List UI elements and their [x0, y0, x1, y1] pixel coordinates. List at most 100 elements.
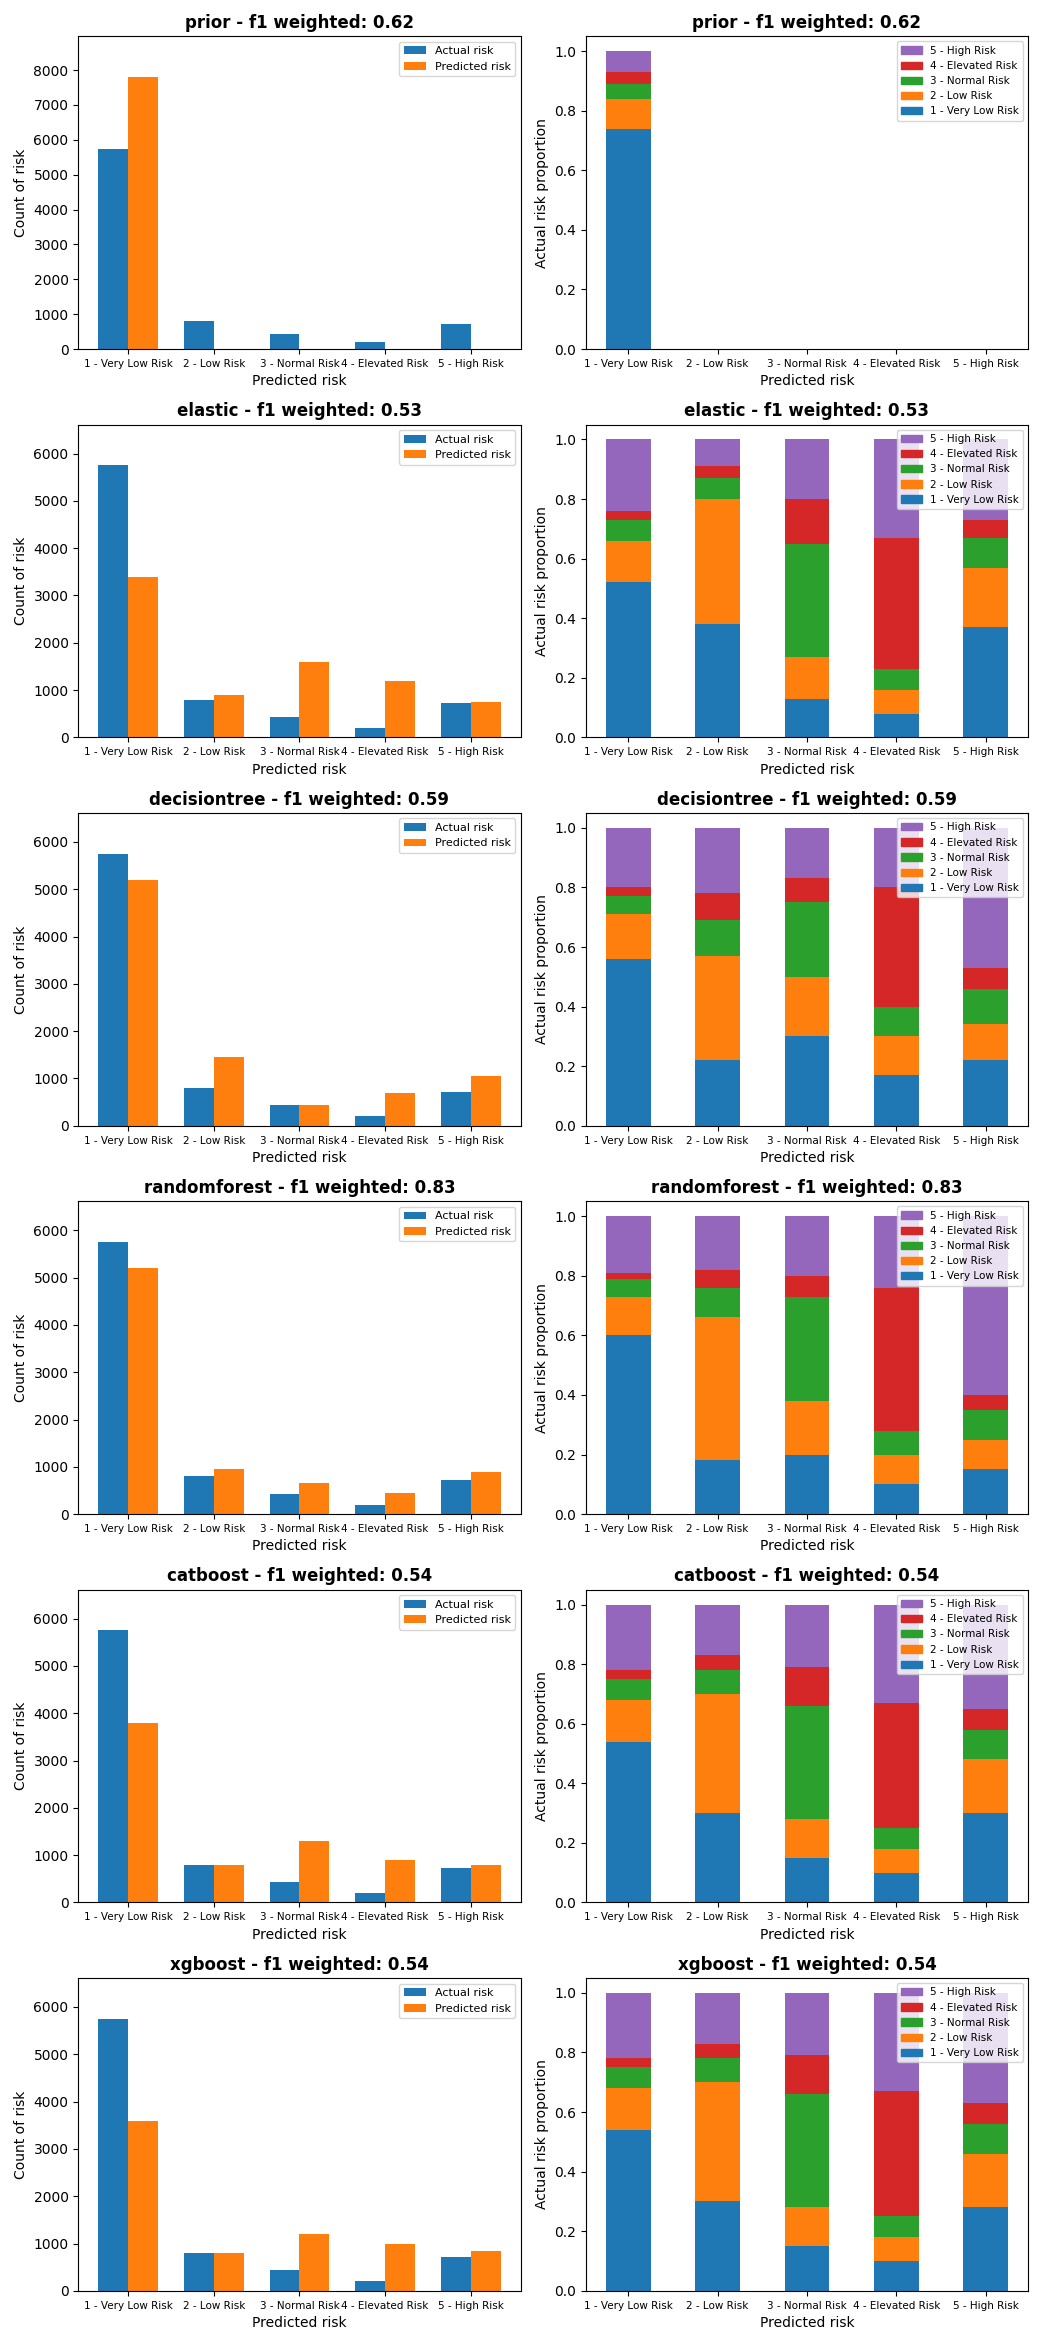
Bar: [384, 1493, 415, 1514]
Bar: [441, 2257, 471, 2290]
Bar: [785, 1275, 829, 1296]
Bar: [785, 2246, 829, 2290]
Bar: [963, 1470, 1008, 1514]
Bar: [785, 2093, 829, 2208]
Bar: [963, 520, 1008, 537]
Y-axis label: Actual risk proportion: Actual risk proportion: [535, 1671, 548, 1821]
Title: randomforest - f1 weighted: 0.83: randomforest - f1 weighted: 0.83: [651, 1179, 963, 1198]
Bar: [605, 1606, 650, 1669]
Title: elastic - f1 weighted: 0.53: elastic - f1 weighted: 0.53: [685, 403, 929, 420]
Bar: [874, 668, 919, 689]
Legend: Actual risk, Predicted risk: Actual risk, Predicted risk: [399, 1596, 515, 1629]
Bar: [963, 628, 1008, 738]
Bar: [695, 1059, 740, 1125]
Bar: [963, 1606, 1008, 1709]
Bar: [785, 1606, 829, 1667]
Bar: [874, 1849, 919, 1873]
Bar: [605, 1669, 650, 1678]
Bar: [98, 1242, 128, 1514]
Bar: [128, 879, 158, 1125]
Bar: [874, 537, 919, 668]
Bar: [605, 511, 650, 520]
Bar: [605, 2131, 650, 2290]
Title: randomforest - f1 weighted: 0.83: randomforest - f1 weighted: 0.83: [144, 1179, 455, 1198]
Y-axis label: Actual risk proportion: Actual risk proportion: [535, 506, 548, 656]
Y-axis label: Count of risk: Count of risk: [14, 1702, 28, 1791]
Y-axis label: Actual risk proportion: Actual risk proportion: [535, 117, 548, 267]
Bar: [695, 956, 740, 1059]
Bar: [874, 1036, 919, 1076]
Bar: [874, 1287, 919, 1430]
Bar: [605, 84, 650, 98]
Bar: [963, 438, 1008, 520]
Title: prior - f1 weighted: 0.62: prior - f1 weighted: 0.62: [693, 14, 921, 33]
Bar: [605, 1273, 650, 1280]
Bar: [695, 1287, 740, 1317]
Legend: 5 - High Risk, 4 - Elevated Risk, 3 - Normal Risk, 2 - Low Risk, 1 - Very Low Ri: 5 - High Risk, 4 - Elevated Risk, 3 - No…: [896, 1983, 1023, 2063]
Title: xgboost - f1 weighted: 0.54: xgboost - f1 weighted: 0.54: [170, 1955, 429, 1974]
Title: catboost - f1 weighted: 0.54: catboost - f1 weighted: 0.54: [167, 1568, 432, 1585]
Bar: [98, 466, 128, 738]
Bar: [98, 148, 128, 349]
Bar: [214, 2253, 244, 2290]
Bar: [874, 1076, 919, 1125]
Bar: [384, 1092, 415, 1125]
Bar: [874, 689, 919, 713]
Bar: [785, 438, 829, 499]
Bar: [270, 717, 299, 738]
Bar: [299, 1106, 329, 1125]
Bar: [605, 1992, 650, 2058]
Bar: [128, 1723, 158, 1903]
Bar: [963, 1992, 1008, 2103]
Bar: [471, 1863, 500, 1903]
Bar: [355, 2281, 384, 2290]
Bar: [605, 520, 650, 541]
Legend: 5 - High Risk, 4 - Elevated Risk, 3 - Normal Risk, 2 - Low Risk, 1 - Very Low Ri: 5 - High Risk, 4 - Elevated Risk, 3 - No…: [896, 42, 1023, 120]
Bar: [874, 1430, 919, 1456]
Legend: 5 - High Risk, 4 - Elevated Risk, 3 - Normal Risk, 2 - Low Risk, 1 - Very Low Ri: 5 - High Risk, 4 - Elevated Risk, 3 - No…: [896, 1207, 1023, 1285]
Legend: Actual risk, Predicted risk: Actual risk, Predicted risk: [399, 1207, 515, 1242]
Bar: [441, 323, 471, 349]
Legend: Actual risk, Predicted risk: Actual risk, Predicted risk: [399, 818, 515, 853]
Bar: [963, 2103, 1008, 2124]
Bar: [441, 1092, 471, 1125]
Bar: [695, 1270, 740, 1287]
Bar: [785, 2056, 829, 2093]
Y-axis label: Count of risk: Count of risk: [14, 926, 28, 1013]
Bar: [785, 544, 829, 656]
Bar: [963, 1059, 1008, 1125]
Title: decisiontree - f1 weighted: 0.59: decisiontree - f1 weighted: 0.59: [149, 790, 449, 809]
Bar: [384, 680, 415, 738]
Bar: [695, 1317, 740, 1460]
Bar: [695, 1669, 740, 1695]
Y-axis label: Count of risk: Count of risk: [14, 537, 28, 626]
Bar: [605, 888, 650, 895]
Bar: [128, 2121, 158, 2290]
Bar: [605, 584, 650, 738]
Legend: 5 - High Risk, 4 - Elevated Risk, 3 - Normal Risk, 2 - Low Risk, 1 - Very Low Ri: 5 - High Risk, 4 - Elevated Risk, 3 - No…: [896, 429, 1023, 509]
Bar: [605, 541, 650, 584]
Bar: [874, 1873, 919, 1903]
Bar: [874, 1006, 919, 1036]
Bar: [874, 1992, 919, 2091]
Y-axis label: Count of risk: Count of risk: [14, 148, 28, 237]
Bar: [128, 77, 158, 349]
Bar: [874, 1828, 919, 1849]
Bar: [695, 1992, 740, 2044]
Bar: [441, 1868, 471, 1903]
Bar: [785, 1296, 829, 1402]
Bar: [128, 1268, 158, 1514]
Bar: [695, 1217, 740, 1270]
Bar: [299, 1840, 329, 1903]
Bar: [695, 1655, 740, 1669]
Bar: [605, 1217, 650, 1273]
X-axis label: Predicted risk: Predicted risk: [252, 1151, 347, 1165]
Bar: [695, 2081, 740, 2201]
Bar: [874, 713, 919, 738]
Legend: 5 - High Risk, 4 - Elevated Risk, 3 - Normal Risk, 2 - Low Risk, 1 - Very Low Ri: 5 - High Risk, 4 - Elevated Risk, 3 - No…: [896, 818, 1023, 898]
Bar: [355, 1116, 384, 1125]
Bar: [963, 567, 1008, 628]
Bar: [695, 1606, 740, 1655]
Bar: [695, 499, 740, 624]
Legend: Actual risk, Predicted risk: Actual risk, Predicted risk: [399, 42, 515, 77]
